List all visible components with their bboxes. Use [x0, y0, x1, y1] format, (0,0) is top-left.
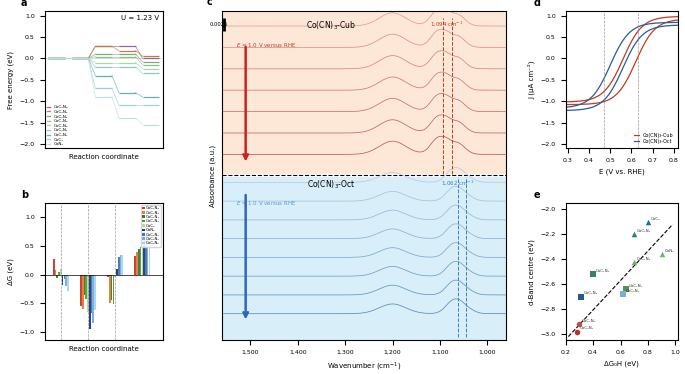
Point	[588, 271, 599, 277]
Bar	[142, 247, 143, 275]
Text: b: b	[21, 190, 28, 200]
Bar	[149, 211, 150, 275]
Point	[618, 291, 629, 297]
Bar	[92, 275, 94, 323]
Text: CoC₂N₂: CoC₂N₂	[584, 291, 598, 295]
Y-axis label: J (μA cm⁻²): J (μA cm⁻²)	[527, 61, 535, 99]
Bar	[55, 270, 56, 275]
Bar	[87, 275, 89, 312]
Point	[574, 321, 585, 327]
Text: $E$ = 1.0 V versus RHE: $E$ = 1.0 V versus RHE	[236, 199, 297, 207]
Bar	[140, 247, 141, 275]
Bar	[80, 275, 82, 306]
Bar	[89, 275, 90, 329]
Bar	[138, 249, 140, 275]
Point	[621, 286, 632, 292]
Text: CoC₂: CoC₂	[651, 217, 660, 221]
Y-axis label: ΔG (eV): ΔG (eV)	[8, 258, 14, 285]
Text: 0.0025: 0.0025	[210, 22, 228, 27]
Point	[656, 251, 667, 257]
Text: CoC₁N₁: CoC₁N₁	[629, 284, 643, 288]
Bar	[116, 269, 118, 275]
Text: CoC₂N₁: CoC₂N₁	[637, 229, 651, 233]
Bar	[143, 232, 145, 275]
Bar	[84, 275, 85, 295]
Bar	[95, 275, 96, 310]
Y-axis label: Absorbance (a.u.): Absorbance (a.u.)	[210, 145, 216, 207]
Text: U = 1.23 V: U = 1.23 V	[121, 15, 159, 21]
Bar	[121, 255, 123, 275]
Bar	[62, 275, 64, 285]
Bar	[56, 275, 58, 278]
Bar	[111, 275, 112, 300]
Bar	[60, 269, 62, 275]
Text: CoN₂: CoN₂	[664, 249, 674, 253]
Bar	[114, 275, 116, 278]
Text: $E$ = 1.0 V versus RHE: $E$ = 1.0 V versus RHE	[236, 41, 297, 49]
Text: CoC₁N₃: CoC₁N₃	[637, 257, 651, 261]
Text: CoC₁N₂: CoC₁N₂	[582, 319, 597, 323]
X-axis label: ΔG₀H (eV): ΔG₀H (eV)	[604, 361, 639, 367]
Text: CoC₂N₀: CoC₂N₀	[580, 327, 594, 330]
Bar	[90, 275, 92, 313]
Text: 1,062 cm$^{-1}$: 1,062 cm$^{-1}$	[441, 178, 475, 187]
Bar	[145, 234, 147, 275]
Bar	[64, 275, 65, 279]
Bar	[86, 275, 87, 298]
Bar	[58, 272, 60, 275]
Text: Co(CN)$_3$-Oct: Co(CN)$_3$-Oct	[307, 178, 356, 191]
Bar	[147, 229, 149, 275]
Bar	[53, 259, 55, 275]
X-axis label: Reaction coordinate: Reaction coordinate	[68, 346, 138, 352]
Point	[629, 232, 640, 237]
Point	[643, 219, 653, 225]
Bar	[222, 11, 506, 174]
Text: 1,094 cm$^{-1}$: 1,094 cm$^{-1}$	[430, 19, 464, 28]
Legend: Co(CN)₃-Cub, Co(CN)₃-Oct: Co(CN)₃-Cub, Co(CN)₃-Oct	[632, 131, 675, 146]
Legend: CoC₂N₃, CoC₂N₂, CoC₂N₁, CoC₁N₃, CoC₂, CoN₂, CoC₁N₂, CoC₁N₁, CoC₁N₀: CoC₂N₃, CoC₂N₂, CoC₂N₁, CoC₁N₃, CoC₂, Co…	[140, 205, 161, 246]
Bar	[134, 256, 136, 275]
Point	[571, 329, 582, 335]
X-axis label: E (V vs. RHE): E (V vs. RHE)	[599, 169, 645, 175]
Text: CoC₁N₂: CoC₁N₂	[596, 269, 610, 273]
Point	[575, 294, 586, 300]
Bar	[109, 275, 111, 303]
Text: e: e	[534, 190, 540, 200]
X-axis label: Wavenumber (cm$^{-1}$): Wavenumber (cm$^{-1}$)	[327, 361, 401, 373]
Text: CoC₂N₁: CoC₂N₁	[626, 289, 640, 293]
Bar	[67, 275, 69, 291]
Point	[629, 259, 640, 265]
Y-axis label: d-Band centre (eV): d-Band centre (eV)	[529, 239, 535, 305]
X-axis label: Reaction coordinate: Reaction coordinate	[68, 154, 138, 160]
Bar	[120, 255, 121, 275]
Bar	[118, 257, 119, 275]
Text: d: d	[534, 0, 541, 8]
Y-axis label: Free energy (eV): Free energy (eV)	[8, 51, 14, 109]
Text: a: a	[21, 0, 27, 8]
Bar	[65, 275, 67, 286]
Bar	[112, 275, 114, 304]
Bar	[108, 275, 109, 278]
Text: Co(CN)$_3$-Cub: Co(CN)$_3$-Cub	[306, 19, 356, 32]
Legend: CoC₂N₃, CoC₂N₂, CoC₂N₁, CoC₁N₃, CoC₁N₂, CoC₁N₁, CoC₂N₁, CoC₂, CoN₂: CoC₂N₃, CoC₂N₂, CoC₂N₁, CoC₁N₃, CoC₁N₂, …	[47, 105, 68, 146]
Text: c: c	[206, 0, 212, 7]
Bar	[222, 177, 506, 340]
Bar	[82, 275, 84, 309]
Bar	[136, 252, 138, 275]
